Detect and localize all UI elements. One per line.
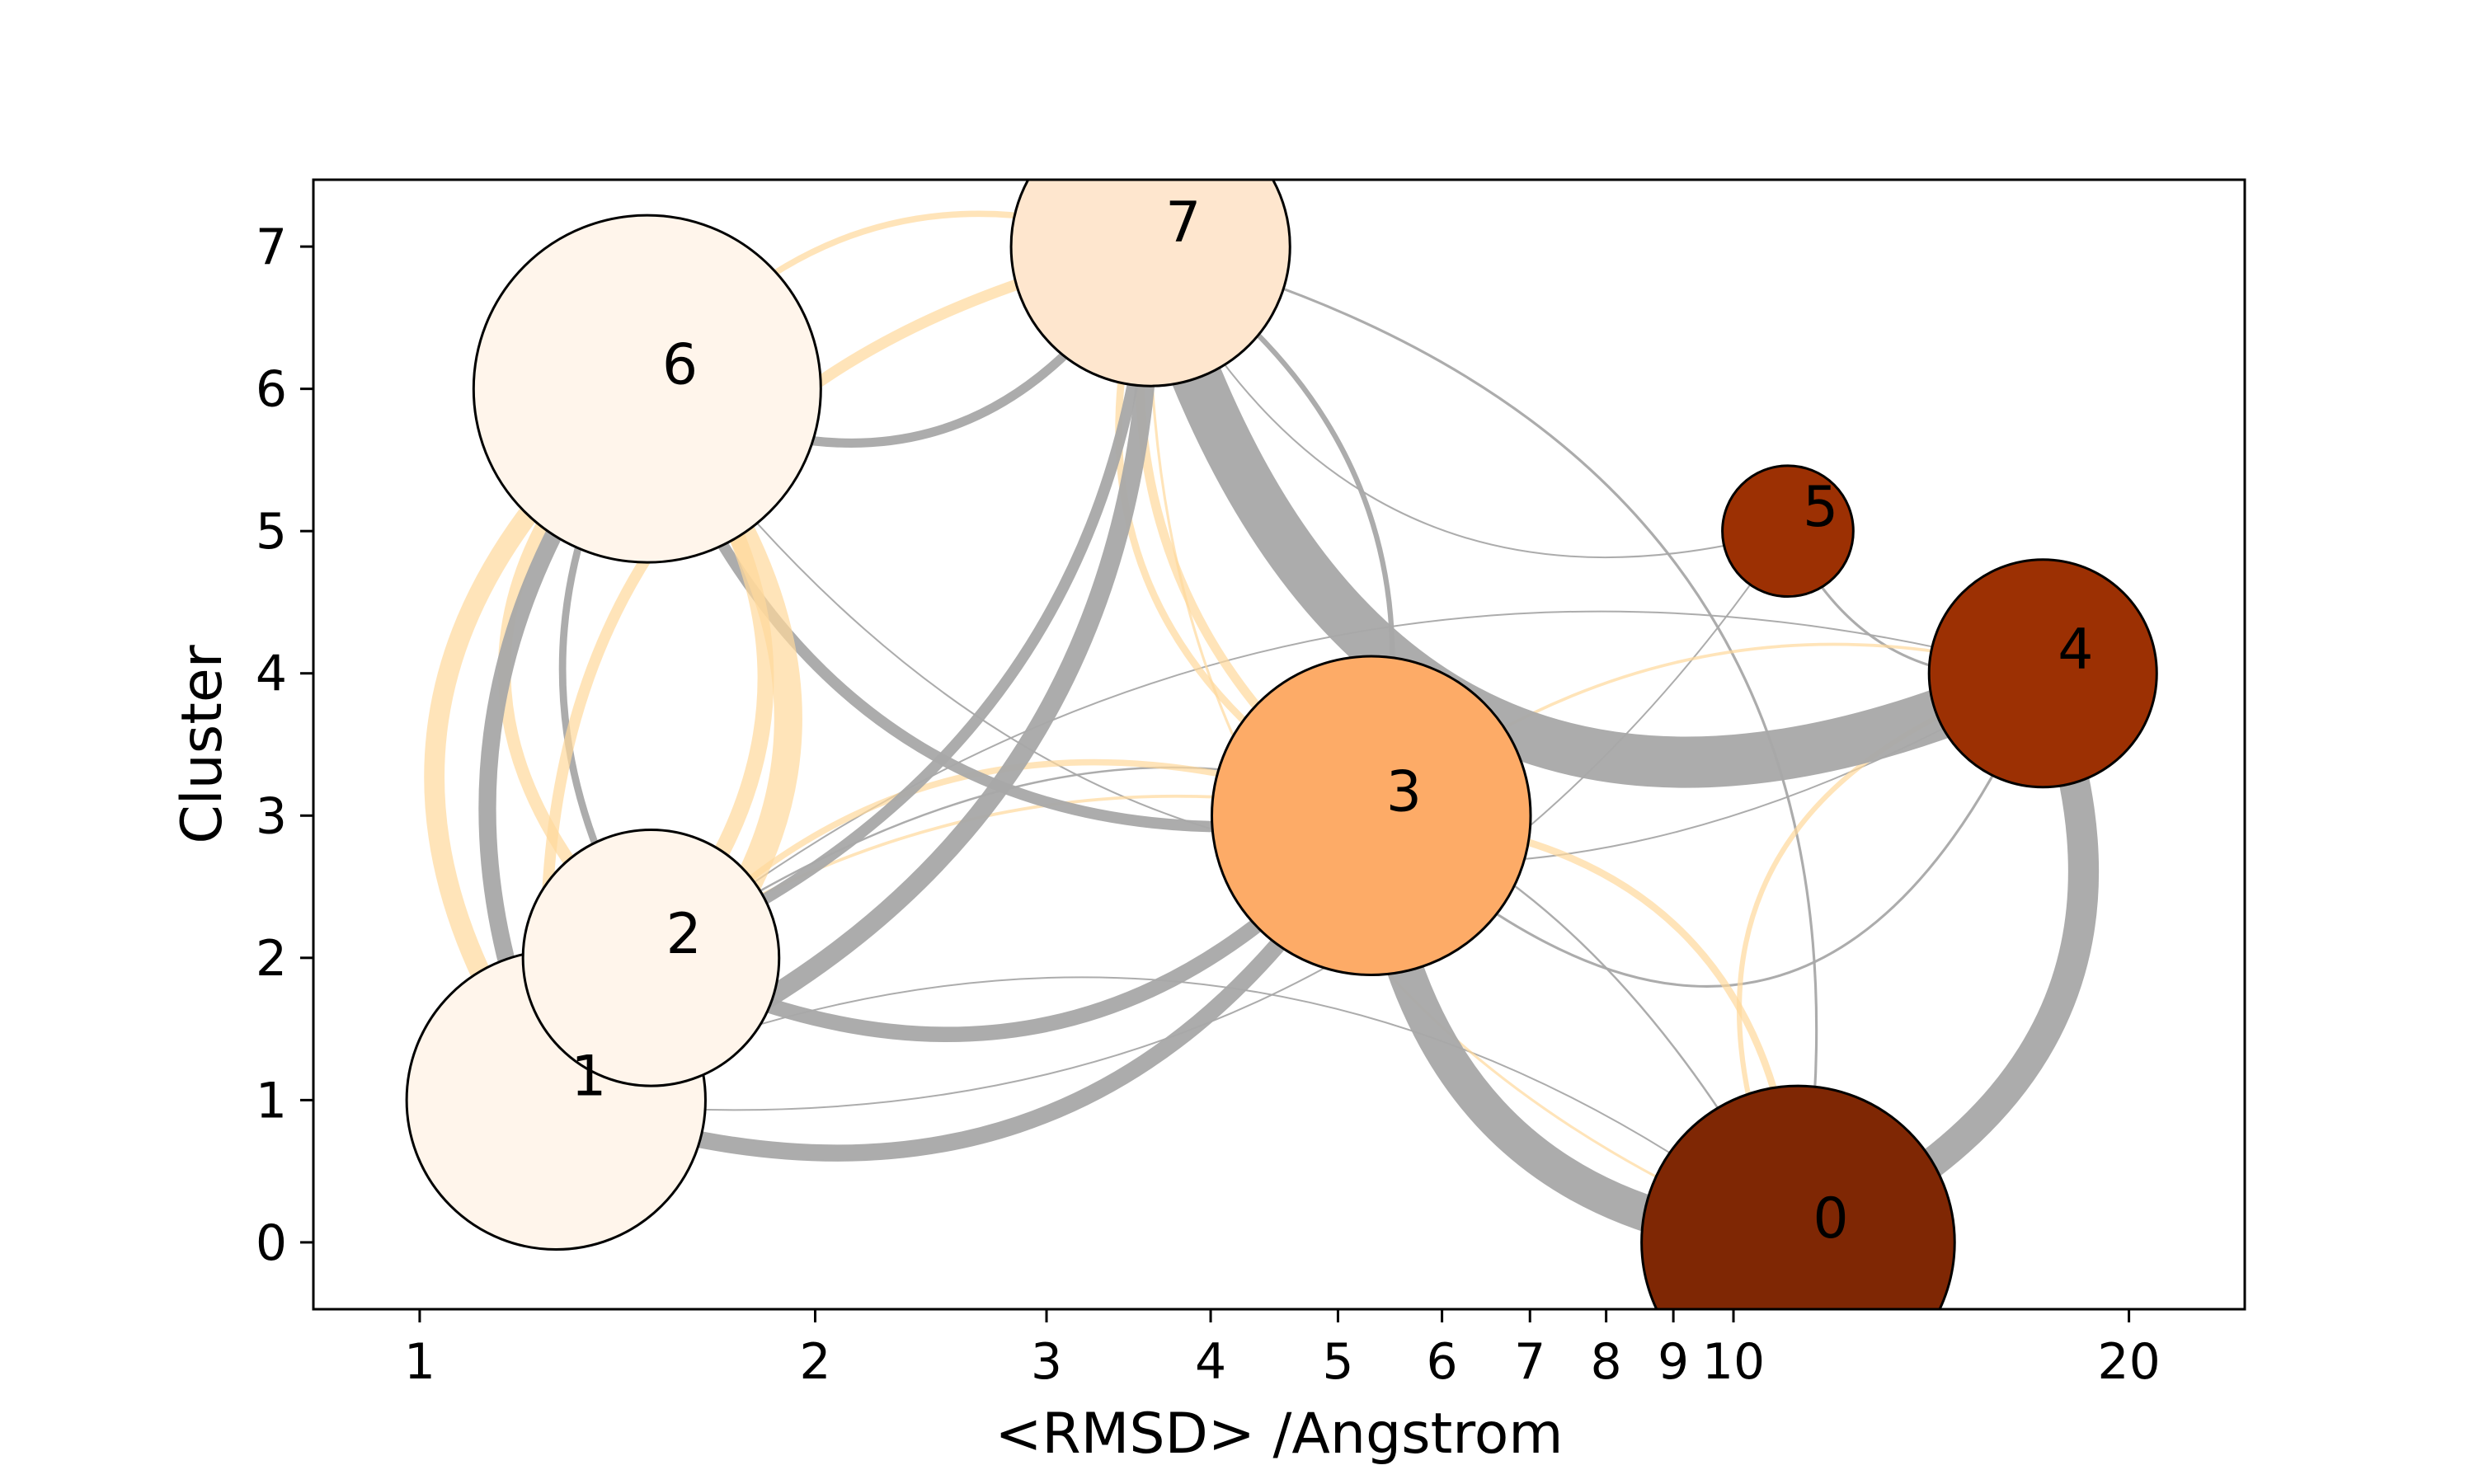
x-tick-label: 3 — [1031, 1333, 1062, 1391]
node-label-0: 0 — [1813, 1186, 1848, 1252]
node-label-3: 3 — [1386, 759, 1422, 824]
node-label-1: 1 — [571, 1044, 606, 1109]
y-tick-label: 4 — [256, 646, 287, 703]
y-tick-label: 0 — [256, 1214, 287, 1272]
y-axis-label: Cluster — [170, 645, 235, 843]
y-axis: 0 1 2 3 4 5 6 7 — [256, 218, 313, 1272]
node-0 — [1640, 1084, 1956, 1309]
x-tick-label: 4 — [1195, 1333, 1226, 1391]
x-tick-label: 1 — [404, 1333, 435, 1391]
x-tick-label: 2 — [799, 1333, 830, 1391]
y-tick-label: 1 — [256, 1072, 287, 1129]
node-2 — [521, 829, 781, 1087]
edge-2-to-4 — [650, 610, 2034, 959]
node-label-7: 7 — [1165, 190, 1201, 256]
edge-1-to-3 — [553, 825, 1370, 1162]
edge-2-to-7 — [648, 257, 1155, 964]
node-label-5: 5 — [1803, 475, 1838, 540]
node-label-4: 4 — [2058, 618, 2093, 683]
x-tick-label: 8 — [1591, 1333, 1622, 1391]
x-tick-label: 6 — [1426, 1333, 1457, 1391]
y-tick-label: 3 — [256, 787, 287, 845]
edge-7-to-0 — [1150, 245, 1818, 1234]
node-4 — [1927, 558, 2158, 789]
x-axis: 1 2 3 4 5 6 7 8 9 10 20 — [404, 1309, 2161, 1391]
node-3 — [1211, 655, 1532, 977]
edge-1-to-5 — [556, 538, 1784, 1111]
y-tick-label: 6 — [256, 361, 287, 419]
nodes-layer — [405, 180, 2158, 1309]
node-6 — [472, 214, 822, 564]
node-7 — [1009, 180, 1291, 387]
x-tick-label: 5 — [1322, 1333, 1353, 1391]
node-labels: 0 1 2 3 4 5 6 7 — [571, 190, 2093, 1252]
x-tick-label: 20 — [2097, 1333, 2160, 1391]
y-tick-label: 2 — [256, 930, 287, 988]
x-axis-label: <RMSD> /Angstrom — [995, 1402, 1563, 1467]
x-tick-label: 9 — [1658, 1333, 1689, 1391]
x-tick-label: 10 — [1702, 1333, 1765, 1391]
x-tick-label: 7 — [1514, 1333, 1545, 1391]
node-5 — [1721, 464, 1855, 599]
node-label-6: 6 — [662, 333, 698, 398]
y-tick-label: 7 — [256, 218, 287, 276]
node-label-2: 2 — [666, 902, 701, 967]
y-tick-label: 5 — [256, 503, 287, 561]
plot-frame — [312, 178, 2246, 1311]
